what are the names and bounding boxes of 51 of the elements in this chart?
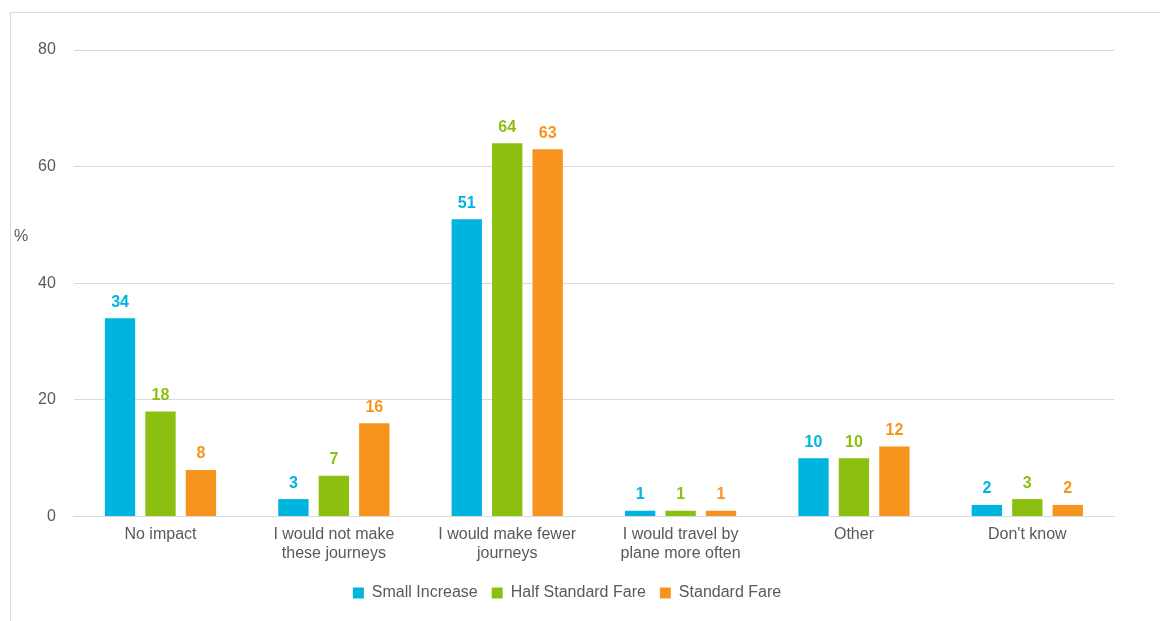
bar	[798, 458, 829, 517]
y-tick-label: 0	[46, 507, 56, 525]
data-label: 8	[196, 444, 206, 462]
bar	[879, 446, 910, 517]
bar	[451, 219, 482, 517]
y-tick-label: 60	[38, 157, 56, 175]
x-tick-label: I would travel by plane more often	[620, 524, 741, 561]
data-label: 2	[982, 479, 992, 497]
bar	[278, 499, 309, 517]
bar	[624, 510, 656, 517]
bar	[359, 423, 390, 517]
data-label: 1	[716, 485, 726, 503]
bar	[145, 411, 176, 517]
bar	[318, 475, 350, 517]
data-label: 51	[457, 193, 476, 211]
data-label: 34	[111, 292, 130, 310]
data-label: 2	[1063, 479, 1073, 497]
data-label: 18	[151, 386, 170, 404]
x-tick-label: Other	[833, 524, 875, 542]
data-label: 12	[885, 421, 904, 439]
bar	[104, 318, 136, 517]
data-label: 3	[1022, 473, 1032, 491]
y-tick-label: 20	[38, 390, 56, 408]
data-label: 10	[845, 432, 863, 450]
bar	[838, 458, 870, 517]
data-label: 3	[288, 473, 298, 491]
x-tick-label: I would not make these journeys	[273, 524, 395, 561]
y-tick-label: 80	[38, 40, 56, 58]
legend-label: Small Increase	[371, 583, 478, 601]
data-label: 10	[804, 432, 823, 450]
legend-label: Standard Fare	[678, 583, 782, 601]
bar	[492, 143, 523, 517]
data-label: 16	[365, 397, 384, 415]
data-label: 7	[329, 450, 339, 468]
bar	[1052, 504, 1083, 517]
legend-label: Half Standard Fare	[510, 583, 646, 601]
bar	[705, 510, 737, 517]
x-tick-label: I would make fewer journeys	[438, 524, 577, 561]
y-axis-title: %	[14, 227, 29, 245]
bar	[532, 149, 563, 517]
x-tick-label: Don't know	[987, 524, 1068, 542]
data-label: 1	[635, 485, 645, 503]
bar	[1012, 499, 1043, 517]
bar	[971, 504, 1003, 517]
x-tick-label: No impact	[124, 524, 198, 542]
bar	[665, 510, 696, 517]
data-label: 64	[498, 117, 517, 135]
data-label: 63	[538, 123, 557, 141]
y-tick-label: 40	[38, 273, 56, 291]
data-label: 1	[676, 485, 686, 503]
bar	[185, 469, 217, 517]
